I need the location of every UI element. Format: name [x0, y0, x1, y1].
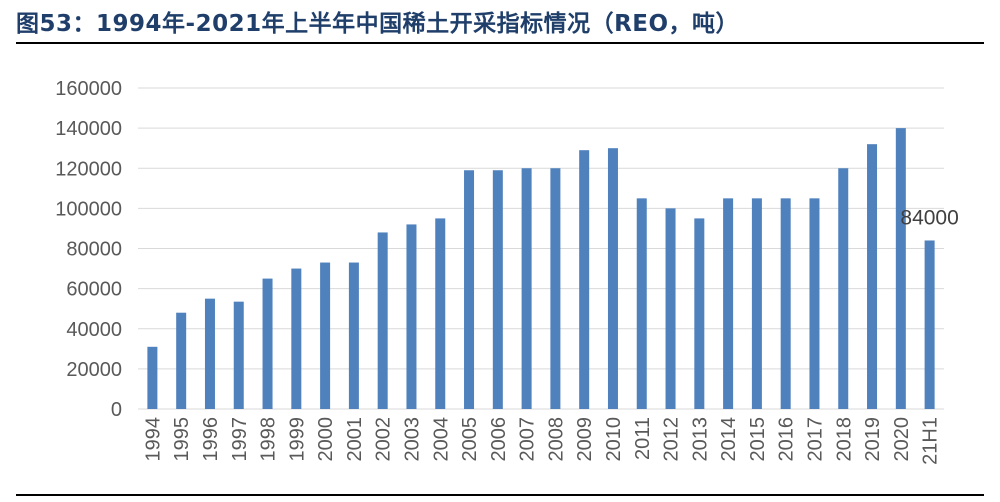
- bar-2007: [521, 168, 532, 409]
- x-tick-label: 2020: [891, 417, 913, 462]
- x-tick-label: 2004: [430, 417, 452, 462]
- figure-title: 图53：1994年-2021年上半年中国稀土开采指标情况（REO，吨）: [16, 11, 740, 37]
- bar-1994: [147, 346, 158, 409]
- y-tick-label: 120000: [55, 158, 122, 180]
- x-tick-label: 2009: [574, 417, 596, 462]
- bar-1999: [291, 268, 302, 409]
- bar-2008: [550, 168, 561, 409]
- bar-2019: [867, 144, 878, 410]
- y-tick-label: 100000: [55, 198, 122, 220]
- bar-2017: [809, 198, 820, 409]
- data-label: 84000: [900, 206, 958, 229]
- x-tick-label: 2001: [344, 417, 366, 462]
- data-labels: 84000: [900, 206, 958, 229]
- y-tick-label: 40000: [66, 319, 122, 341]
- y-tick-label: 20000: [66, 359, 122, 381]
- bar-2000: [320, 262, 331, 409]
- gridlines: [138, 87, 944, 370]
- top-rule: [16, 42, 984, 44]
- x-tick-label: 2000: [315, 417, 337, 462]
- y-tick-label: 160000: [55, 78, 122, 100]
- x-tick-label: 2007: [517, 417, 539, 462]
- y-tick-label: 140000: [55, 118, 122, 140]
- x-tick-label: 2017: [804, 417, 826, 462]
- x-tick-label: 2015: [747, 417, 769, 462]
- bar-2015: [751, 198, 762, 409]
- x-tick-label: 2019: [862, 417, 884, 462]
- bar-2004: [435, 218, 446, 409]
- bar-2016: [780, 198, 791, 409]
- bar-2011: [636, 198, 647, 409]
- y-axis-ticks: 0 20000 40000 60000 80000 100000 120000 140000 1…: [55, 78, 122, 421]
- x-tick-label: 2002: [373, 417, 395, 462]
- y-tick-label: 60000: [66, 279, 122, 301]
- x-tick-label: 2012: [661, 417, 683, 462]
- y-tick-label: 80000: [66, 239, 122, 261]
- bar-2002: [377, 232, 388, 409]
- bottom-rule: [16, 494, 984, 496]
- x-tick-label: 21H1: [920, 417, 942, 465]
- x-tick-label: 1997: [229, 417, 251, 462]
- x-tick-label: 2016: [776, 417, 798, 462]
- bar-1995: [176, 312, 187, 409]
- bar-1998: [262, 278, 273, 409]
- bar-21h1: [924, 240, 935, 409]
- bar-2014: [723, 198, 734, 409]
- bar-2010: [607, 148, 618, 409]
- bar-2006: [492, 170, 503, 409]
- bar-1996: [204, 298, 215, 409]
- x-tick-label: 2010: [603, 417, 625, 462]
- bar-2005: [464, 170, 475, 409]
- x-tick-label: 2003: [401, 417, 423, 462]
- bar-2013: [694, 218, 705, 409]
- x-tick-label: 2011: [632, 417, 654, 460]
- x-tick-label: 2014: [718, 417, 740, 462]
- x-tick-label: 1998: [258, 417, 280, 462]
- bar-2012: [665, 208, 676, 409]
- x-tick-label: 2008: [545, 417, 567, 462]
- x-tick-label: 1999: [286, 417, 308, 462]
- x-tick-label: 1996: [200, 417, 222, 462]
- bars: [147, 128, 935, 410]
- bar-2020: [895, 128, 906, 409]
- x-tick-label: 2006: [488, 417, 510, 462]
- x-tick-label: 1995: [171, 417, 193, 462]
- bar-2018: [838, 168, 849, 409]
- y-tick-label: 0: [111, 399, 122, 421]
- bar-2009: [579, 150, 590, 409]
- bar-2003: [406, 224, 417, 409]
- x-tick-label: 2013: [689, 417, 711, 462]
- bar-2001: [348, 262, 359, 409]
- bar-1997: [233, 301, 244, 409]
- x-tick-label: 2005: [459, 417, 481, 462]
- x-axis-ticks: 1994 1995 1996 1997 1998 1999 2000 2001 2002 2003…: [142, 417, 941, 465]
- x-tick-label: 2018: [833, 417, 855, 462]
- x-tick-label: 1994: [142, 417, 164, 462]
